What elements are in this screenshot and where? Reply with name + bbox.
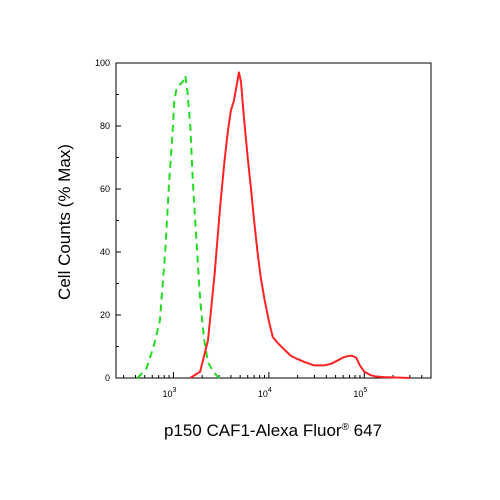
y-tick-label: 20 bbox=[100, 310, 110, 320]
x-tick-label: 104 bbox=[258, 387, 272, 399]
y-tick-label: 0 bbox=[105, 373, 110, 383]
y-tick-label: 40 bbox=[100, 247, 110, 257]
sample-histogram-line bbox=[189, 71, 410, 379]
y-axis-title: Cell Counts (% Max) bbox=[55, 144, 74, 300]
y-tick-label: 100 bbox=[95, 58, 110, 68]
y-tick-label: 60 bbox=[100, 184, 110, 194]
x-tick-label: 105 bbox=[353, 387, 367, 399]
control-histogram-line bbox=[136, 74, 220, 379]
x-tick-label: 103 bbox=[162, 387, 176, 399]
y-tick-label: 80 bbox=[100, 121, 110, 131]
plot-frame bbox=[115, 62, 432, 379]
x-axis-title: p150 CAF1-Alexa Fluor® 647 bbox=[164, 421, 382, 440]
